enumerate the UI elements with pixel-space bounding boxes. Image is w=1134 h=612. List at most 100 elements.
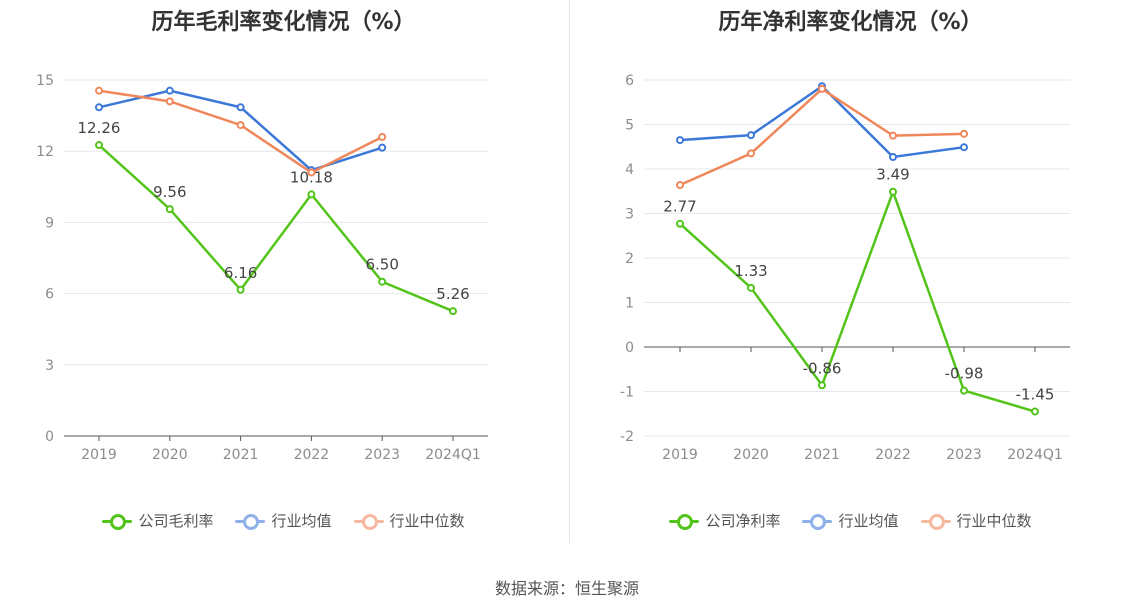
- data-label: 2.77: [663, 198, 696, 216]
- y-tick-label: -2: [620, 429, 634, 445]
- data-point: [747, 131, 755, 140]
- x-tick-label: 2019: [662, 447, 698, 463]
- data-point: [165, 205, 174, 214]
- series-line: [679, 84, 965, 159]
- gross-margin-chart: 历年毛利率变化情况（%） 0 3 6 9 12 15 2019 2020 2021 2022 202…: [0, 0, 567, 560]
- data-point: [676, 136, 684, 145]
- x-tick-label: 2023: [946, 447, 982, 463]
- y-tick-label: 15: [36, 73, 54, 89]
- net-margin-plot: -2 -1 0 1 2 3 4 5 6 2019 2020 2021 2022 2023 2024Q1 2.7…: [620, 73, 1070, 463]
- data-point: [676, 181, 684, 190]
- data-point: [236, 285, 245, 294]
- legend-swatch-icon: [802, 513, 833, 530]
- panel-divider: [569, 0, 570, 543]
- x-tick-label: 2023: [364, 447, 400, 463]
- data-label: -0.98: [945, 365, 984, 383]
- y-tick-label: -1: [620, 385, 634, 401]
- data-label: -1.45: [1016, 386, 1055, 404]
- data-point: [95, 141, 103, 150]
- data-source-note: 数据来源：恒生聚源: [494, 579, 639, 598]
- series-line: [98, 144, 454, 313]
- x-tick-label: 2024Q1: [425, 447, 481, 463]
- data-point: [378, 132, 387, 141]
- data-label: -0.86: [803, 359, 842, 377]
- data-point: [889, 152, 897, 161]
- legend-swatch-icon: [102, 513, 133, 530]
- data-point: [960, 129, 968, 138]
- legend-swatch-icon: [235, 513, 266, 530]
- data-point: [818, 84, 826, 93]
- legend-item-company-gross-margin[interactable]: 公司毛利率: [102, 510, 213, 531]
- data-point: [676, 219, 684, 228]
- data-label: 10.18: [290, 168, 333, 186]
- legend-swatch-icon: [669, 513, 700, 530]
- y-tick-label: 0: [45, 429, 54, 445]
- x-tick-label: 2020: [152, 447, 188, 463]
- gross-margin-plot: 0 3 6 9 12 15 2019 2020 2021 2022 2023 2024Q1 12.26 9…: [36, 73, 488, 463]
- data-point: [307, 168, 316, 177]
- data-label: 3.49: [876, 166, 909, 184]
- data-label: 6.50: [365, 256, 398, 274]
- y-tick-label: 2: [625, 251, 634, 267]
- data-point: [378, 277, 387, 286]
- data-label: 6.16: [224, 264, 257, 282]
- y-tick-label: 6: [625, 73, 634, 89]
- y-tick-label: 9: [45, 215, 54, 231]
- data-point: [960, 143, 968, 152]
- data-point: [960, 386, 968, 395]
- data-point: [236, 103, 245, 112]
- legend-label: 行业均值: [838, 512, 899, 530]
- y-tick-label: 3: [625, 207, 634, 223]
- net-margin-chart-title: 历年净利率变化情况（%）: [718, 10, 983, 35]
- data-point: [378, 143, 387, 152]
- legend-item-industry-mean[interactable]: 行业均值: [802, 510, 899, 531]
- legend-label: 公司净利率: [705, 512, 781, 530]
- x-tick-label: 2021: [223, 447, 259, 463]
- data-point: [95, 86, 103, 95]
- net-margin-legend: 公司净利率 行业均值 行业中位数: [567, 510, 1134, 531]
- x-tick-label: 2020: [733, 447, 769, 463]
- data-point: [165, 86, 174, 95]
- gross-margin-chart-title: 历年毛利率变化情况（%）: [151, 10, 416, 35]
- legend-label: 公司毛利率: [138, 512, 214, 530]
- x-tick-label: 2022: [294, 447, 330, 463]
- y-tick-label: 6: [45, 287, 54, 303]
- x-tick-label: 2024Q1: [1007, 447, 1063, 463]
- legend-item-company-net-margin[interactable]: 公司净利率: [669, 510, 780, 531]
- y-tick-label: 12: [36, 144, 54, 160]
- data-point: [889, 131, 897, 140]
- x-tick-label: 2019: [81, 447, 117, 463]
- legend-label: 行业中位数: [389, 512, 465, 530]
- legend-item-industry-median[interactable]: 行业中位数: [353, 510, 465, 531]
- y-tick-label: 0: [625, 340, 634, 356]
- data-point: [1031, 407, 1039, 416]
- legend-label: 行业均值: [271, 512, 332, 530]
- gross-margin-legend: 公司毛利率 行业均值 行业中位数: [0, 510, 567, 531]
- data-point: [236, 121, 245, 130]
- data-label: 12.26: [78, 119, 121, 137]
- data-point: [95, 103, 103, 112]
- data-label: 1.33: [734, 262, 767, 280]
- data-point: [747, 283, 755, 292]
- series-line: [679, 188, 1036, 413]
- net-margin-chart: 历年净利率变化情况（%） -2 -1 0 1 2 3 4 5 6 2019 2020 2021 2022…: [567, 0, 1134, 560]
- data-point: [307, 190, 316, 199]
- data-label: 9.56: [153, 183, 186, 201]
- data-point: [818, 381, 826, 390]
- x-tick-label: 2021: [804, 447, 840, 463]
- legend-swatch-icon: [353, 513, 384, 530]
- data-point: [165, 97, 174, 106]
- y-tick-label: 5: [625, 118, 634, 134]
- y-tick-label: 4: [625, 162, 634, 178]
- legend-item-industry-mean[interactable]: 行业均值: [235, 510, 332, 531]
- legend-swatch-icon: [920, 513, 951, 530]
- y-tick-label: 3: [45, 358, 54, 374]
- data-label: 5.26: [436, 285, 469, 303]
- data-point: [449, 307, 457, 316]
- y-tick-label: 1: [625, 296, 634, 312]
- legend-item-industry-median[interactable]: 行业中位数: [920, 510, 1032, 531]
- data-point: [747, 149, 755, 158]
- x-tick-label: 2022: [875, 447, 911, 463]
- legend-label: 行业中位数: [956, 512, 1032, 530]
- data-point: [889, 187, 897, 196]
